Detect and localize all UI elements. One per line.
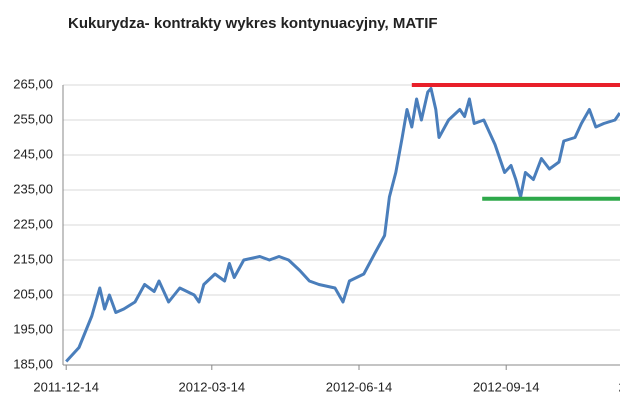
x-tick-label: 2012-12-14	[619, 379, 620, 394]
x-tick-label: 2012-06-14	[326, 379, 393, 394]
y-tick-label: 255,00	[13, 111, 53, 126]
x-tick-label: 2011-12-14	[33, 379, 99, 394]
y-tick-label: 265,00	[13, 76, 53, 91]
y-tick-label: 225,00	[13, 216, 53, 231]
y-tick-label: 215,00	[13, 251, 53, 266]
y-tick-label: 195,00	[13, 321, 53, 336]
y-tick-label: 245,00	[13, 146, 53, 161]
chart-title: Kukurydza- kontrakty wykres kontynuacyjn…	[68, 15, 438, 32]
y-tick-label: 235,00	[13, 181, 53, 196]
y-tick-label: 185,00	[13, 356, 53, 371]
y-tick-label: 205,00	[13, 286, 53, 301]
x-tick-label: 2012-03-14	[179, 379, 246, 394]
x-tick-label: 2012-09-14	[473, 379, 540, 394]
price-line	[65, 87, 620, 363]
